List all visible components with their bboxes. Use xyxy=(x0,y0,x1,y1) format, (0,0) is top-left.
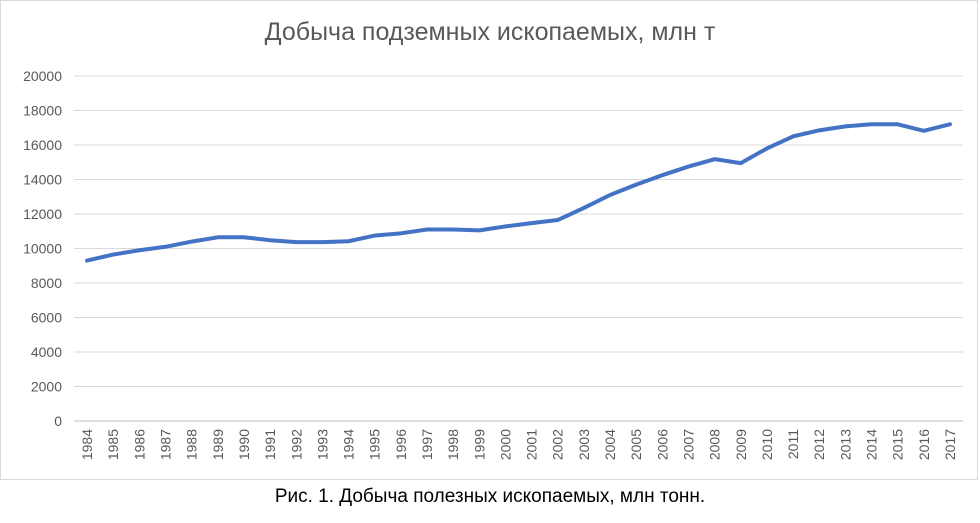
x-tick-label: 1991 xyxy=(262,429,278,460)
x-tick-label: 1999 xyxy=(471,429,487,460)
x-tick-label: 2009 xyxy=(733,429,749,460)
y-tick-label: 16000 xyxy=(23,137,62,153)
x-tick-label: 1989 xyxy=(210,429,226,460)
x-tick-label: 2008 xyxy=(707,429,723,460)
x-tick-label: 2014 xyxy=(863,429,879,460)
x-tick-label: 2015 xyxy=(890,429,906,460)
x-tick-label: 2017 xyxy=(942,429,958,460)
x-tick-label: 1995 xyxy=(367,429,383,460)
x-tick-label: 2001 xyxy=(524,429,540,460)
x-tick-label: 2011 xyxy=(785,429,801,459)
y-tick-label: 6000 xyxy=(31,310,62,326)
x-tick-label: 1987 xyxy=(158,429,174,460)
y-tick-label: 0 xyxy=(54,413,62,429)
y-tick-label: 20000 xyxy=(23,68,62,84)
x-tick-label: 1998 xyxy=(445,429,461,460)
x-tick-label: 2002 xyxy=(550,429,566,460)
chart-frame xyxy=(0,0,978,480)
x-tick-label: 1990 xyxy=(236,429,252,460)
x-tick-label: 1986 xyxy=(131,429,147,460)
x-tick-label: 2010 xyxy=(759,429,775,460)
y-tick-label: 12000 xyxy=(23,206,62,222)
x-tick-label: 2013 xyxy=(837,429,853,460)
x-tick-label: 2004 xyxy=(602,429,618,460)
y-tick-label: 2000 xyxy=(31,379,62,395)
y-tick-label: 18000 xyxy=(23,103,62,119)
x-tick-label: 1984 xyxy=(79,429,95,460)
x-tick-label: 1992 xyxy=(288,429,304,460)
x-tick-label: 1997 xyxy=(419,429,435,460)
x-tick-label: 2016 xyxy=(916,429,932,460)
y-tick-label: 8000 xyxy=(31,275,62,291)
figure-caption: Рис. 1. Добыча полезных ископаемых, млн … xyxy=(274,486,706,507)
x-tick-label: 1996 xyxy=(393,429,409,460)
y-tick-label: 14000 xyxy=(23,172,62,188)
line-chart: 0 2000 4000 6000 8000 10000 12000 14000 16000 180… xyxy=(23,68,963,460)
y-tick-label: 4000 xyxy=(31,344,62,360)
series-line xyxy=(85,122,952,263)
x-tick-label: 1988 xyxy=(184,429,200,460)
x-tick-label: 2007 xyxy=(680,429,696,460)
x-tick-label: 2012 xyxy=(811,429,827,460)
x-tick-label: 1993 xyxy=(314,429,330,460)
x-tick-label: 2005 xyxy=(628,429,644,460)
x-tick-label: 2000 xyxy=(497,429,513,460)
x-tick-label: 2003 xyxy=(576,429,592,460)
x-tick-label: 1994 xyxy=(341,429,357,460)
chart-title: Добыча подземных ископаемых, млн т xyxy=(264,18,716,46)
x-tick-label: 2006 xyxy=(654,429,670,460)
x-tick-label: 1985 xyxy=(105,429,121,460)
y-tick-label: 10000 xyxy=(23,241,62,257)
